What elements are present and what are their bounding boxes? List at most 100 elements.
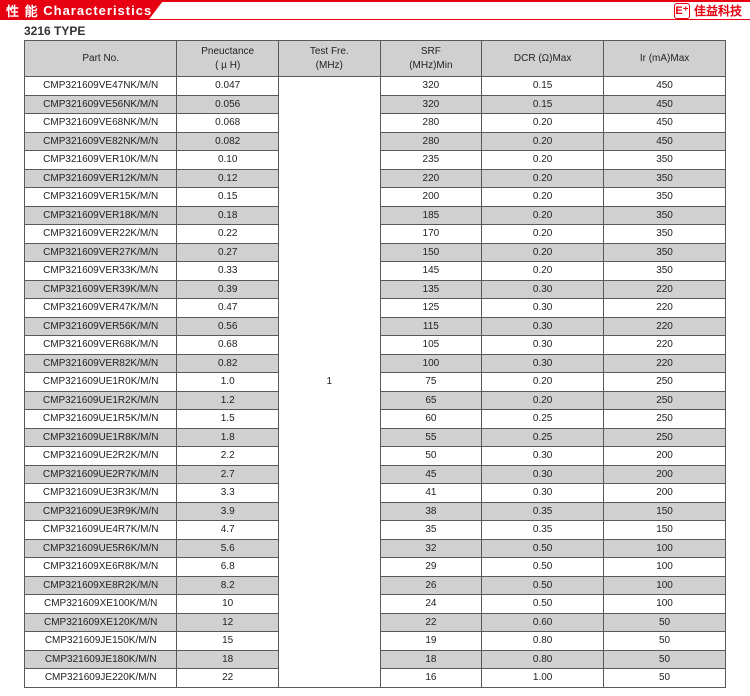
cell-part-no: CMP321609JE150K/M/N	[25, 632, 177, 651]
cell-dcr: 0.20	[482, 188, 604, 207]
cell-srf: 280	[380, 114, 482, 133]
title-en: Characteristics	[43, 3, 152, 18]
cell-srf: 45	[380, 465, 482, 484]
cell-srf: 32	[380, 539, 482, 558]
cell-part-no: CMP321609UE1R5K/M/N	[25, 410, 177, 429]
cell-srf: 16	[380, 669, 482, 688]
cell-dcr: 0.15	[482, 77, 604, 96]
cell-part-no: CMP321609UE1R0K/M/N	[25, 373, 177, 392]
cell-inductance: 0.39	[177, 280, 279, 299]
cell-ir: 220	[604, 280, 726, 299]
table-header-row: Part No. Pneuctance ( µ H) Test Fre. (MH…	[25, 41, 726, 77]
cell-ir: 220	[604, 317, 726, 336]
cell-inductance: 4.7	[177, 521, 279, 540]
cell-ir: 220	[604, 354, 726, 373]
col-inductance: Pneuctance ( µ H)	[177, 41, 279, 77]
cell-ir: 150	[604, 521, 726, 540]
cell-ir: 350	[604, 225, 726, 244]
cell-dcr: 0.30	[482, 336, 604, 355]
cell-dcr: 0.30	[482, 317, 604, 336]
cell-ir: 350	[604, 206, 726, 225]
cell-srf: 145	[380, 262, 482, 281]
cell-dcr: 0.30	[482, 354, 604, 373]
table-row: CMP321609VE47NK/M/N0.04713200.15450	[25, 77, 726, 96]
cell-inductance: 0.56	[177, 317, 279, 336]
cell-srf: 18	[380, 650, 482, 669]
cell-dcr: 0.30	[482, 484, 604, 503]
cell-part-no: CMP321609VER33K/M/N	[25, 262, 177, 281]
cell-part-no: CMP321609JE220K/M/N	[25, 669, 177, 688]
cell-inductance: 0.82	[177, 354, 279, 373]
cell-ir: 250	[604, 428, 726, 447]
cell-inductance: 8.2	[177, 576, 279, 595]
cell-inductance: 0.068	[177, 114, 279, 133]
cell-inductance: 0.10	[177, 151, 279, 170]
cell-srf: 115	[380, 317, 482, 336]
cell-srf: 75	[380, 373, 482, 392]
cell-ir: 350	[604, 169, 726, 188]
cell-inductance: 1.0	[177, 373, 279, 392]
cell-part-no: CMP321609VER22K/M/N	[25, 225, 177, 244]
cell-ir: 150	[604, 502, 726, 521]
cell-part-no: CMP321609VE56NK/M/N	[25, 95, 177, 114]
cell-ir: 250	[604, 410, 726, 429]
cell-inductance: 2.2	[177, 447, 279, 466]
cell-inductance: 18	[177, 650, 279, 669]
cell-dcr: 1.00	[482, 669, 604, 688]
cell-ir: 250	[604, 373, 726, 392]
cell-srf: 38	[380, 502, 482, 521]
cell-ir: 50	[604, 613, 726, 632]
cell-srf: 22	[380, 613, 482, 632]
cell-srf: 185	[380, 206, 482, 225]
cell-ir: 350	[604, 262, 726, 281]
cell-inductance: 15	[177, 632, 279, 651]
cell-srf: 170	[380, 225, 482, 244]
cell-srf: 100	[380, 354, 482, 373]
cell-dcr: 0.20	[482, 262, 604, 281]
cell-inductance: 0.47	[177, 299, 279, 318]
type-subtitle: 3216 TYPE	[24, 24, 750, 38]
cell-dcr: 0.20	[482, 243, 604, 262]
cell-inductance: 10	[177, 595, 279, 614]
section-title: 性 能 Characteristics	[0, 2, 162, 19]
cell-dcr: 0.50	[482, 558, 604, 577]
brand-block: E⁺ 佳益科技	[674, 2, 742, 19]
cell-ir: 200	[604, 465, 726, 484]
cell-ir: 450	[604, 95, 726, 114]
cell-inductance: 0.15	[177, 188, 279, 207]
cell-part-no: CMP321609UE3R9K/M/N	[25, 502, 177, 521]
cell-dcr: 0.20	[482, 225, 604, 244]
header-bar: 性 能 Characteristics E⁺ 佳益科技	[0, 0, 750, 20]
cell-test-freq: 1	[278, 77, 380, 688]
cell-dcr: 0.60	[482, 613, 604, 632]
cell-srf: 65	[380, 391, 482, 410]
cell-srf: 135	[380, 280, 482, 299]
cell-srf: 220	[380, 169, 482, 188]
cell-part-no: CMP321609XE120K/M/N	[25, 613, 177, 632]
cell-dcr: 0.50	[482, 595, 604, 614]
cell-srf: 320	[380, 77, 482, 96]
cell-inductance: 3.9	[177, 502, 279, 521]
cell-part-no: CMP321609VER47K/M/N	[25, 299, 177, 318]
cell-ir: 100	[604, 558, 726, 577]
cell-inductance: 1.8	[177, 428, 279, 447]
cell-dcr: 0.35	[482, 502, 604, 521]
cell-part-no: CMP321609VER15K/M/N	[25, 188, 177, 207]
col-dcr: DCR (Ω)Max	[482, 41, 604, 77]
cell-srf: 50	[380, 447, 482, 466]
cell-dcr: 0.80	[482, 650, 604, 669]
col-part-no: Part No.	[25, 41, 177, 77]
cell-ir: 100	[604, 539, 726, 558]
cell-dcr: 0.25	[482, 410, 604, 429]
cell-srf: 280	[380, 132, 482, 151]
cell-inductance: 22	[177, 669, 279, 688]
cell-part-no: CMP321609VER56K/M/N	[25, 317, 177, 336]
cell-srf: 200	[380, 188, 482, 207]
cell-dcr: 0.80	[482, 632, 604, 651]
cell-part-no: CMP321609VER10K/M/N	[25, 151, 177, 170]
cell-inductance: 0.056	[177, 95, 279, 114]
cell-inductance: 1.5	[177, 410, 279, 429]
col-srf: SRF (MHz)Min	[380, 41, 482, 77]
cell-inductance: 2.7	[177, 465, 279, 484]
cell-dcr: 0.20	[482, 373, 604, 392]
